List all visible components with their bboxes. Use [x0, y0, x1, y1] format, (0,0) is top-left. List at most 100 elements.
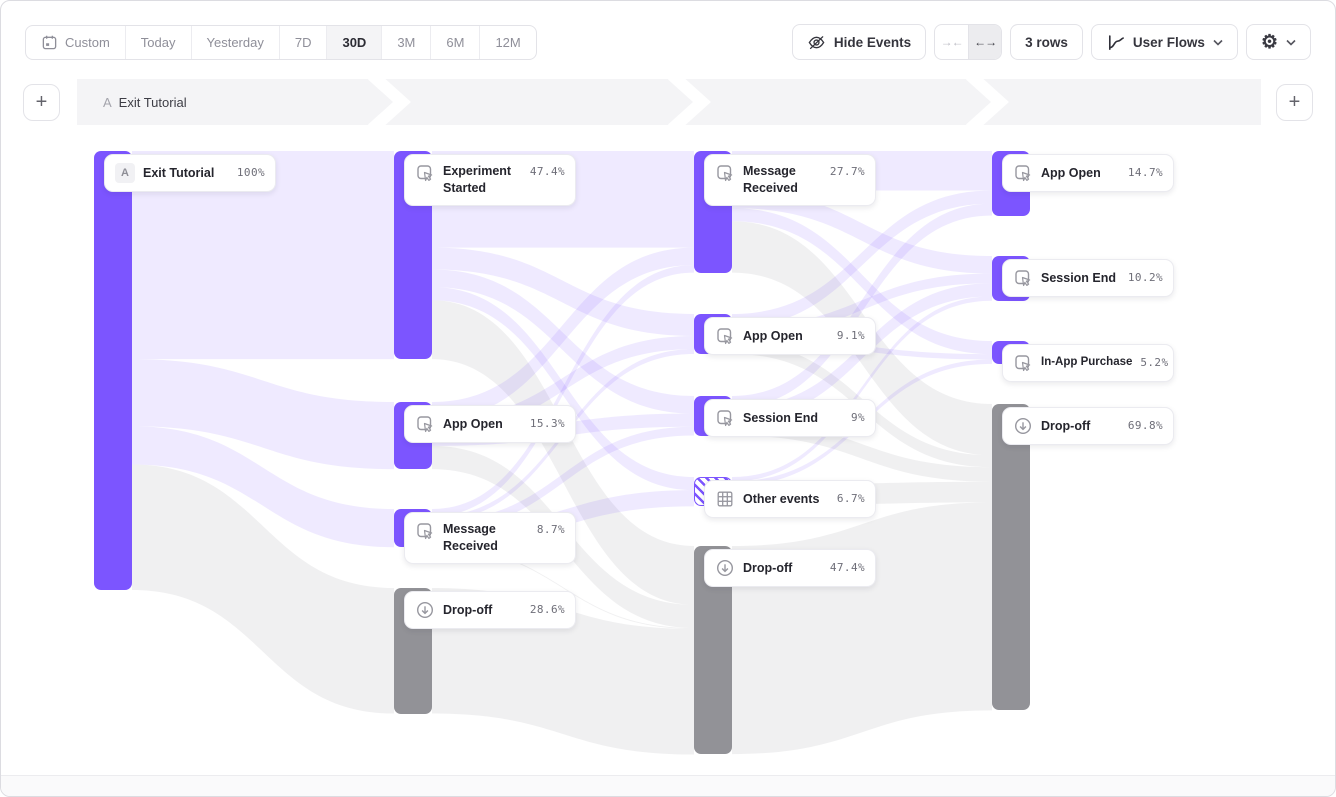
flow-link-msg2-session3[interactable] [432, 426, 694, 531]
flow-node-value: 27.7% [829, 165, 865, 178]
flow-node-card-session-end[interactable]: Session End 10.2% [1002, 259, 1174, 297]
flow-link-exp-drop3[interactable] [432, 300, 694, 605]
step-separator-chevrons [367, 79, 1009, 125]
grid-icon [717, 491, 733, 507]
flow-link-app2-app3[interactable] [432, 335, 694, 433]
step-header-banner: A Exit Tutorial [77, 79, 1261, 125]
flow-node-label: Other events [743, 491, 820, 506]
flow-link-app3-session4[interactable] [732, 273, 992, 337]
flow-node-label: Drop-off [743, 560, 793, 575]
flow-node-label: Drop-off [443, 602, 493, 617]
gear-icon: ⚙ [1260, 31, 1278, 53]
drop-off-icon [416, 601, 434, 619]
expand-columns-button[interactable]: ←→ [968, 25, 1002, 59]
flow-node-value: 9% [850, 411, 865, 425]
flow-node-label: Message Received [443, 522, 498, 553]
flow-node-value: 5.2% [1140, 356, 1169, 370]
flow-link-exp-other3[interactable] [432, 287, 694, 491]
date-range-yesterday[interactable]: Yesterday [190, 25, 279, 59]
spacing-toggle-group: →← ←→ [934, 24, 1003, 60]
event-icon [1015, 165, 1031, 182]
flow-link-exp-session3[interactable] [432, 269, 694, 414]
flow-node-value: 9.1% [836, 329, 865, 343]
date-range-custom[interactable]: Custom [26, 26, 125, 59]
flow-node-value: 28.6% [529, 603, 565, 617]
event-icon [417, 416, 433, 433]
flow-bar-drop-off[interactable] [992, 404, 1030, 710]
flow-node-value: 69.8% [1127, 419, 1163, 433]
drop-off-icon [716, 559, 734, 577]
toolbar-right-cluster: Hide Events →← ←→ 3 rows User Flows ⚙ [791, 24, 1311, 60]
flow-node-value: 10.2% [1127, 271, 1163, 285]
eye-off-icon [808, 35, 825, 49]
flow-node-card-in-app-purchase[interactable]: In-App Purchase 5.2% [1002, 344, 1174, 382]
rows-button[interactable]: 3 rows [1010, 24, 1083, 60]
settings-button[interactable]: ⚙ [1245, 24, 1311, 60]
flow-node-card-app-open[interactable]: App Open 9.1% [704, 317, 876, 355]
add-step-after-button[interactable]: + [1276, 84, 1313, 121]
flow-link-msg2-drop3[interactable] [432, 546, 694, 629]
flow-node-label: Session End [1041, 270, 1117, 285]
flow-node-card-message-received[interactable]: Message Received 27.7% [704, 154, 876, 206]
hide-events-button[interactable]: Hide Events [791, 24, 927, 60]
flow-link-exit-drop2[interactable] [132, 464, 394, 714]
date-range-today[interactable]: Today [124, 25, 191, 59]
flow-node-value: 14.7% [1127, 166, 1163, 180]
chevron-down-icon [1213, 39, 1223, 46]
footer-strip [1, 775, 1335, 796]
flow-node-label: App Open [743, 328, 803, 343]
flow-link-app3-app4[interactable] [732, 190, 992, 328]
flow-node-label: Session End [743, 410, 819, 425]
step-a-badge: A [115, 163, 135, 183]
calendar-icon [42, 35, 57, 49]
event-icon [417, 165, 433, 182]
event-icon [717, 165, 733, 182]
view-selector-button[interactable]: User Flows [1090, 24, 1238, 60]
flow-node-card-drop-off[interactable]: Drop-off 28.6% [404, 591, 576, 629]
flow-node-card-other-events[interactable]: Other events 6.7% [704, 480, 876, 518]
flow-node-card-message-received[interactable]: Message Received 8.7% [404, 512, 576, 564]
flow-node-value: 15.3% [529, 417, 565, 431]
start-step-label[interactable]: A Exit Tutorial [103, 94, 187, 110]
date-range-12m[interactable]: 12M [479, 25, 535, 59]
flow-link-exit-exp[interactable] [132, 151, 394, 360]
flow-node-card-drop-off[interactable]: Drop-off 69.8% [1002, 407, 1174, 445]
flow-node-card-drop-off[interactable]: Drop-off 47.4% [704, 549, 876, 587]
flow-node-value: 6.7% [836, 492, 865, 506]
flow-link-exit-app2[interactable] [132, 359, 394, 470]
flow-node-value: 47.4% [829, 561, 865, 575]
flow-node-card-experiment-started[interactable]: Experiment Started 47.4% [404, 154, 576, 206]
date-range-3m[interactable]: 3M [381, 25, 430, 59]
flow-node-card-app-open[interactable]: App Open 14.7% [1002, 154, 1174, 192]
top-toolbar: Custom Today Yesterday 7D 30D 3M 6M 12M … [25, 24, 1311, 60]
flow-bar-exit-tutorial[interactable] [94, 151, 132, 590]
flow-link-msg3-session4[interactable] [732, 190, 992, 274]
date-range-6m[interactable]: 6M [430, 25, 479, 59]
flow-link-session3-app4[interactable] [732, 203, 992, 408]
step-badge: A [103, 94, 112, 110]
flow-link-exp-app3[interactable] [432, 247, 694, 336]
flow-link-other3-session4[interactable] [732, 296, 992, 482]
collapse-icon: →← [940, 35, 964, 49]
event-icon [717, 328, 733, 345]
date-range-30d[interactable]: 30D [326, 25, 382, 59]
flow-link-msg2-msg3[interactable] [432, 265, 694, 517]
flow-node-label: Message Received [743, 164, 798, 195]
flow-node-card-app-open[interactable]: App Open 15.3% [404, 405, 576, 443]
flow-node-card-session-end[interactable]: Session End 9% [704, 399, 876, 437]
add-step-before-button[interactable]: + [23, 84, 60, 121]
flow-link-exit-msg2[interactable] [132, 426, 394, 548]
chevron-down-icon [1286, 39, 1296, 46]
collapse-columns-button[interactable]: →← [935, 25, 968, 59]
flow-link-drop2-drop3[interactable] [432, 588, 694, 755]
expand-icon: ←→ [974, 35, 997, 49]
flow-link-app2-msg3[interactable] [432, 247, 694, 420]
date-range-7d[interactable]: 7D [278, 25, 327, 59]
flow-node-card-exit-tutorial[interactable]: A Exit Tutorial 100% [104, 154, 276, 192]
flow-link-msg3-iap4[interactable] [732, 208, 992, 355]
flow-node-label: Exit Tutorial [143, 165, 215, 180]
drop-off-icon [1014, 417, 1032, 435]
